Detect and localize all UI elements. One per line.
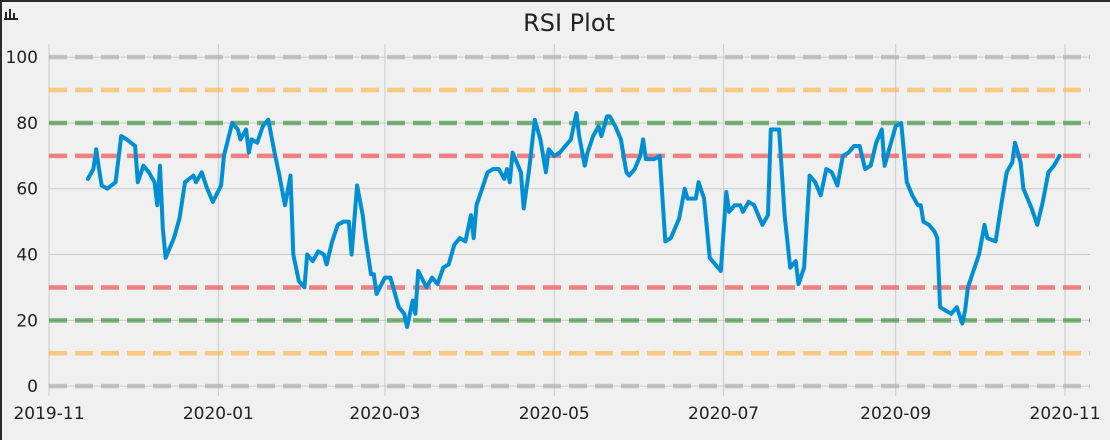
x-tick-label: 2020-01 xyxy=(183,404,254,424)
x-tick-label: 2020-09 xyxy=(860,404,931,424)
x-axis: 2019-11 2020-01 2020-03 2020-05 2020-07 2020-… xyxy=(13,404,1100,424)
series-layer xyxy=(85,111,1062,329)
y-tick-label: 20 xyxy=(16,311,38,331)
y-tick-label: 80 xyxy=(16,114,38,134)
x-tick-label: 2019-11 xyxy=(13,404,84,424)
reference-lines xyxy=(49,54,1090,389)
plot-area xyxy=(49,44,1090,396)
y-tick-label: 40 xyxy=(16,246,38,266)
y-axis: 0 20 40 60 80 100 xyxy=(6,48,38,397)
y-tick-label: 100 xyxy=(6,48,38,68)
x-tick-label: 2020-11 xyxy=(1030,404,1101,424)
x-tick-label: 2020-03 xyxy=(349,404,420,424)
y-tick-label: 0 xyxy=(27,377,38,397)
rsi-series-line xyxy=(85,111,1062,329)
x-tick-label: 2020-05 xyxy=(519,404,590,424)
chart-title: RSI Plot xyxy=(523,9,615,37)
bar-chart-icon xyxy=(4,9,18,20)
x-tick-label: 2020-07 xyxy=(688,404,759,424)
y-tick-label: 60 xyxy=(16,180,38,200)
